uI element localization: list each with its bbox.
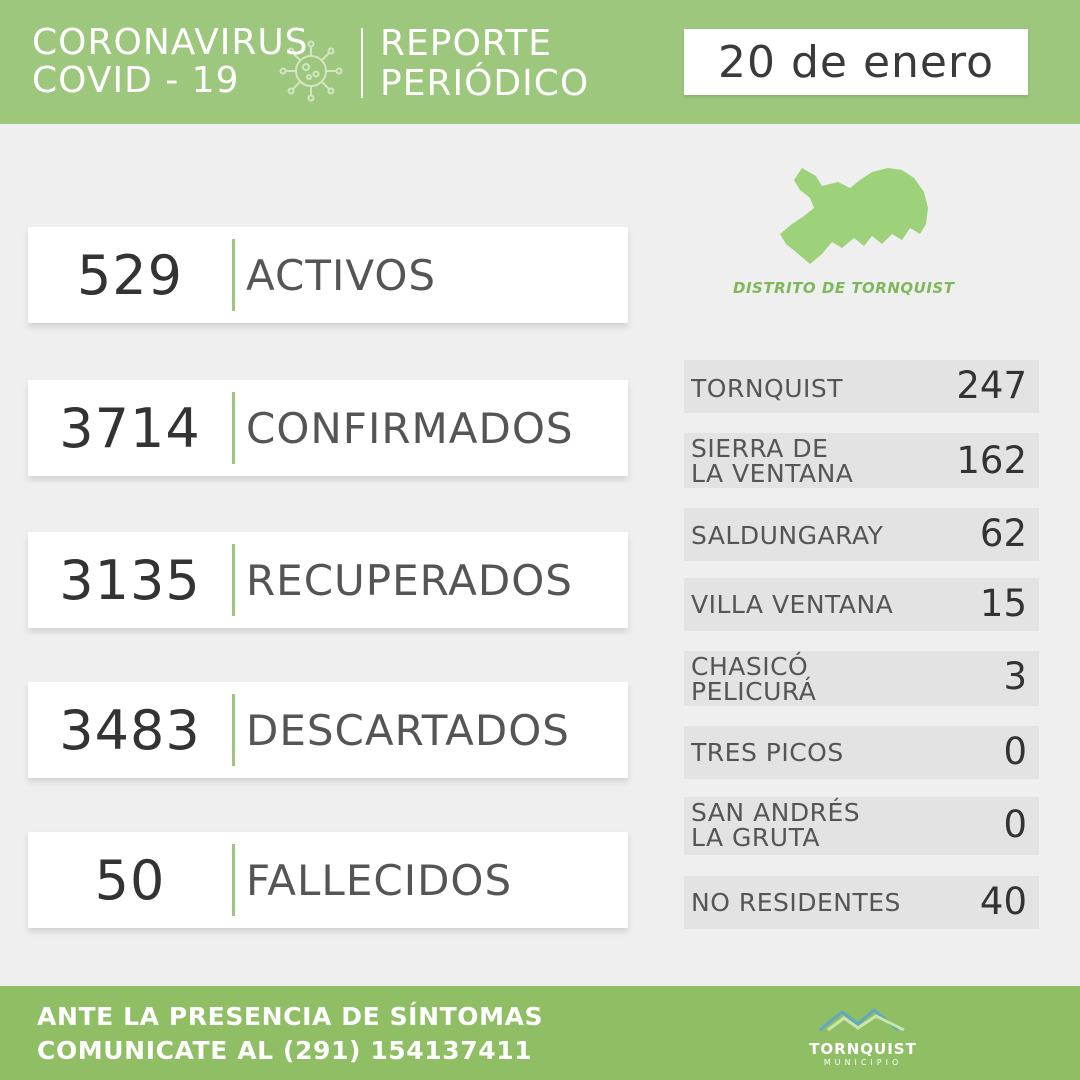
locality-name: NO RESIDENTES xyxy=(691,888,901,917)
stat-label: ACTIVOS xyxy=(246,250,437,300)
locality-row: TORNQUIST 247 xyxy=(684,360,1039,413)
map-caption: DISTRITO DE TORNQUIST xyxy=(733,279,955,297)
stat-value: 50 xyxy=(94,848,166,912)
locality-row: VILLA VENTANA 15 xyxy=(684,578,1039,631)
locality-count: 40 xyxy=(979,880,1027,923)
locality-row: CHASICÓ PELICURÁ 3 xyxy=(684,651,1039,706)
stat-recuperados: 3135 RECUPERADOS xyxy=(28,532,628,628)
locality-name-line-1: CHASICÓ xyxy=(691,652,809,681)
header-divider xyxy=(361,28,363,98)
stat-divider xyxy=(232,392,235,464)
locality-name-line-1: SAN ANDRÉS xyxy=(691,798,861,827)
locality-row: SAN ANDRÉS LA GRUTA 0 xyxy=(684,797,1039,855)
covid-title: CORONAVIRUS COVID - 19 xyxy=(32,24,309,100)
locality-row: SIERRA DE LA VENTANA 162 xyxy=(684,433,1039,488)
locality-name: SIERRA DE LA VENTANA xyxy=(691,436,853,486)
footer-banner: ANTE LA PRESENCIA DE SÍNTOMAS COMUNICATE… xyxy=(0,986,1080,1080)
logo-subtitle: MUNICIPIO xyxy=(823,1058,903,1067)
report-date: 20 de enero xyxy=(684,29,1028,95)
stat-divider xyxy=(232,239,235,311)
footer-line-2: COMUNICATE AL (291) 154137411 xyxy=(37,1036,533,1065)
locality-name: SAN ANDRÉS LA GRUTA xyxy=(691,800,860,850)
stat-activos: 529 ACTIVOS xyxy=(28,227,628,323)
logo-name: TORNQUIST xyxy=(809,1040,917,1058)
locality-count: 0 xyxy=(1003,730,1027,773)
stat-label: DESCARTADOS xyxy=(246,705,570,755)
mountains-icon xyxy=(819,1008,905,1032)
report-line-1: REPORTE xyxy=(380,23,552,64)
virus-icon xyxy=(279,40,343,102)
report-line-2: PERIÓDICO xyxy=(380,63,590,104)
locality-count: 0 xyxy=(1003,803,1027,846)
locality-name: TORNQUIST xyxy=(691,374,844,403)
stat-divider xyxy=(232,844,235,916)
stat-divider xyxy=(232,544,235,616)
locality-name-line-2: LA VENTANA xyxy=(691,459,854,488)
locality-name-line-1: SIERRA DE xyxy=(691,434,829,463)
locality-name: TRES PICOS xyxy=(691,738,844,767)
district-map-icon xyxy=(780,168,928,264)
locality-row: NO RESIDENTES 40 xyxy=(684,876,1039,929)
symptoms-message: ANTE LA PRESENCIA DE SÍNTOMAS COMUNICATE… xyxy=(37,1000,543,1068)
stat-divider xyxy=(232,694,235,766)
report-title: REPORTE PERIÓDICO xyxy=(380,24,589,104)
locality-count: 162 xyxy=(956,439,1027,482)
header-banner: CORONAVIRUS COVID - 19 REPORTE PERIÓDICO… xyxy=(0,0,1080,124)
locality-count: 247 xyxy=(956,364,1027,407)
stat-confirmados: 3714 CONFIRMADOS xyxy=(28,380,628,476)
locality-count: 3 xyxy=(1003,655,1027,698)
stat-value: 529 xyxy=(76,243,184,307)
footer-line-1: ANTE LA PRESENCIA DE SÍNTOMAS xyxy=(37,1002,544,1031)
title-line-1: CORONAVIRUS xyxy=(32,22,309,63)
stat-value: 3483 xyxy=(59,698,201,762)
locality-row: SALDUNGARAY 62 xyxy=(684,508,1039,561)
stat-label: FALLECIDOS xyxy=(246,855,513,905)
locality-name-line-2: LA GRUTA xyxy=(691,823,821,852)
locality-name-line-2: PELICURÁ xyxy=(691,677,817,706)
stat-label: RECUPERADOS xyxy=(246,555,573,605)
stat-value: 3714 xyxy=(59,396,201,460)
locality-name: CHASICÓ PELICURÁ xyxy=(691,654,816,704)
locality-name: SALDUNGARAY xyxy=(691,521,884,550)
municipality-logo: TORNQUIST MUNICIPIO xyxy=(798,1006,928,1072)
locality-row: TRES PICOS 0 xyxy=(684,726,1039,779)
stat-fallecidos: 50 FALLECIDOS xyxy=(28,832,628,928)
stat-label: CONFIRMADOS xyxy=(246,403,574,453)
locality-count: 62 xyxy=(979,512,1027,555)
title-line-2: COVID - 19 xyxy=(32,60,240,101)
locality-name: VILLA VENTANA xyxy=(691,590,894,619)
locality-count: 15 xyxy=(979,582,1027,625)
stat-descartados: 3483 DESCARTADOS xyxy=(28,682,628,778)
stat-value: 3135 xyxy=(59,548,201,612)
